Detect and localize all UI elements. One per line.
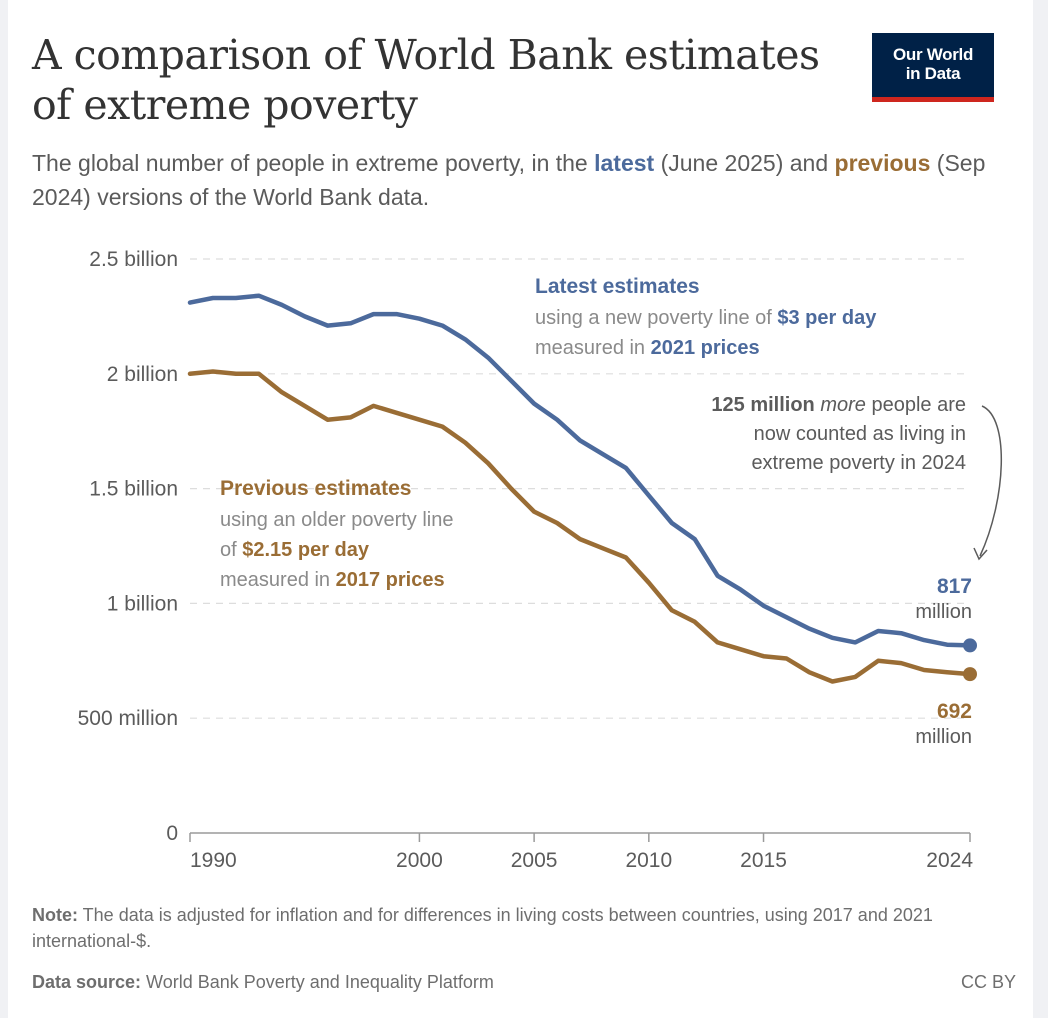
previous-series-desc-2: of $2.15 per day [220,539,370,561]
footnote: Note: The data is adjusted for inflation… [32,902,992,954]
previous-measured-text: measured in [220,569,336,591]
x-tick-label: 2000 [396,849,443,872]
source-label: Data source: [32,972,142,992]
y-tick-label: 2.5 billion [89,248,178,271]
note-text: The data is adjusted for inflation and f… [32,905,933,951]
previous-end-unit: million [915,726,972,748]
previous-series-label: Previous estimates [220,477,411,500]
y-axis: 0 500 million 1 billion 1.5 billion 2 billio… [78,248,178,845]
previous-prices-year: 2017 prices [336,569,445,591]
x-tick-label: 2005 [511,849,558,872]
x-tick-label: 2015 [740,849,787,872]
data-source: Data source: World Bank Poverty and Ineq… [32,969,992,995]
latest-desc-text: using a new poverty line of [535,307,777,329]
license-link[interactable]: CC BY [960,972,1016,992]
x-tick-label: 1990 [190,849,237,872]
subtitle-text-1: The global number of people in extreme p… [32,150,595,176]
difference-annotation-line-2: now counted as living in [754,423,966,445]
chart-card [8,0,1033,1018]
owid-logo[interactable]: Our World in Data [872,33,994,102]
latest-series-desc-2: measured in 2021 prices [535,337,760,359]
previous-poverty-line: $2.15 per day [242,539,370,561]
difference-more: more [820,394,866,416]
difference-rest: people are [866,394,966,416]
x-axis: 1990 2000 2005 2010 2015 2024 [189,832,973,872]
arrowhead-icon [973,547,988,561]
gridlines [190,258,970,719]
x-tick-label: 2010 [625,849,672,872]
previous-series-line[interactable] [187,369,973,684]
series-lines [187,293,977,684]
previous-of-text: of [220,539,242,561]
y-tick-label: 500 million [78,707,178,730]
curved-arrow-icon [979,405,1002,557]
latest-series-desc-1: using a new poverty line of $3 per day [535,307,877,329]
y-tick-label: 0 [166,822,178,845]
latest-measured-text: measured in [535,337,651,359]
previous-end-value: 692 [937,700,972,723]
subtitle-latest-highlight: latest [594,150,655,176]
logo-line-2: in Data [905,64,961,83]
previous-series-desc-3: measured in 2017 prices [220,569,445,591]
page-title: A comparison of World Bank estimates of … [32,31,820,129]
logo-line-1: Our World [892,45,974,64]
subtitle-text-3: (Sep 2024) versions of the World Bank da… [32,150,986,210]
latest-end-unit: million [915,601,972,623]
subtitle-text-2: (June 2025) and [654,150,835,176]
previous-series-desc-1: using an older poverty line [220,509,453,531]
source-text[interactable]: World Bank Poverty and Inequality Platfo… [141,972,494,992]
difference-annotation-line-1: 125 million more people are [711,394,966,416]
y-tick-label: 1 billion [107,592,178,615]
subtitle-previous-highlight: previous [834,150,931,176]
subtitle: The global number of people in extreme p… [32,146,1022,214]
y-tick-label: 1.5 billion [89,478,178,501]
difference-amount: 125 million [711,394,814,416]
x-tick-label: 2024 [926,849,973,872]
latest-end-point[interactable] [963,638,977,653]
previous-end-point[interactable] [963,667,977,682]
y-tick-label: 2 billion [107,363,178,386]
latest-prices-year: 2021 prices [651,337,760,359]
latest-poverty-line: $3 per day [777,307,877,329]
latest-series-label: Latest estimates [535,275,700,298]
latest-series-line[interactable] [187,293,973,648]
latest-end-value: 817 [937,575,972,598]
note-label: Note: [32,905,78,925]
difference-annotation-line-3: extreme poverty in 2024 [751,452,966,474]
